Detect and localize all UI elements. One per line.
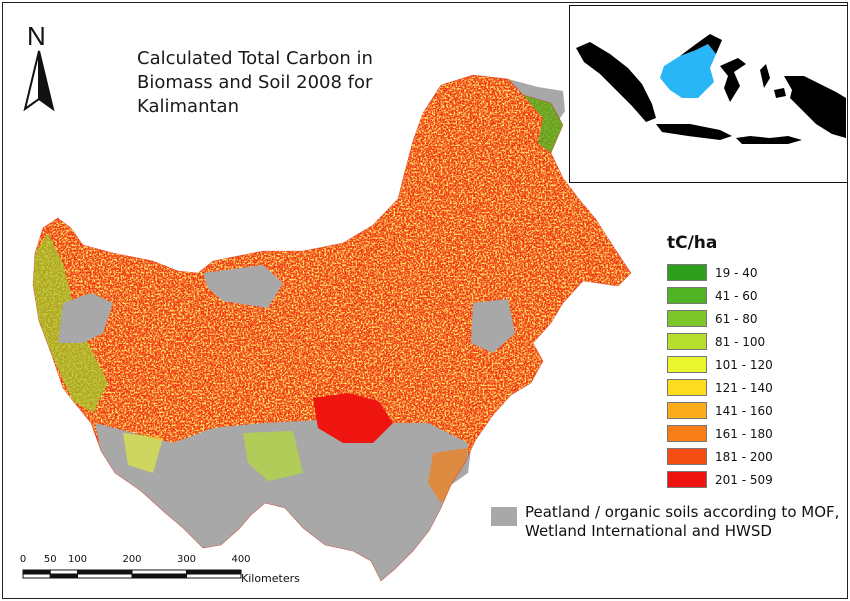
scale-segment (77, 573, 133, 579)
legend-label: 181 - 200 (715, 449, 773, 464)
scale-segment (186, 573, 242, 579)
map-title-line-2: Biomass and Soil 2008 for (137, 72, 373, 93)
island-outline (32, 74, 632, 582)
legend-items: 19 - 40 41 - 60 61 - 80 81 - 100 101 - 120 12… (667, 261, 807, 491)
north-arrow-icon (23, 50, 55, 112)
peatland-legend-line-1: Peatland / organic soils according to MO… (525, 503, 840, 521)
map-canvas (32, 74, 632, 582)
legend-item: 121 - 140 (667, 376, 807, 399)
scale-unit-label: Kilometers (241, 572, 300, 585)
legend-swatch (667, 448, 707, 465)
scale-segment (22, 569, 51, 575)
legend-label: 19 - 40 (715, 265, 758, 280)
inset-map-indonesia (569, 5, 847, 183)
legend-label: 41 - 60 (715, 288, 758, 303)
legend-swatch (667, 402, 707, 419)
legend-label: 121 - 140 (715, 380, 773, 395)
map-title-line-3: Kalimantan (137, 96, 239, 117)
map-title-line-1: Calculated Total Carbon in (137, 48, 373, 69)
legend-swatch (667, 333, 707, 350)
legend-label: 161 - 180 (715, 426, 773, 441)
inset-sulawesi (720, 58, 746, 102)
legend-item: 61 - 80 (667, 307, 807, 330)
scale-bar-graphic (22, 569, 242, 579)
legend-swatch (667, 356, 707, 373)
scale-segment (131, 569, 187, 575)
legend-swatch (667, 379, 707, 396)
legend-swatch (667, 471, 707, 488)
legend-item: 141 - 160 (667, 399, 807, 422)
map-title: Calculated Total Carbon in Biomass and S… (137, 47, 407, 119)
legend-label: 81 - 100 (715, 334, 766, 349)
scale-tick-label: 300 (176, 554, 197, 565)
scale-segment (77, 569, 133, 575)
legend-label: 141 - 160 (715, 403, 773, 418)
legend-item: 201 - 509 (667, 468, 807, 491)
scale-bar: 0 50 100 200 300 400 Kilometers (15, 554, 345, 590)
peatland-legend: Peatland / organic soils according to MO… (491, 503, 847, 541)
legend-item: 101 - 120 (667, 353, 807, 376)
inset-north-borneo (680, 34, 722, 56)
inset-nusa-tenggara (736, 136, 802, 144)
north-arrow: N (19, 21, 59, 113)
legend-label: 61 - 80 (715, 311, 758, 326)
inset-map-svg (576, 34, 846, 144)
legend-swatch (667, 264, 707, 281)
peatland-legend-text: Peatland / organic soils according to MO… (525, 503, 839, 541)
scale-tick-label: 0 (19, 554, 27, 565)
inset-kalimantan (660, 44, 716, 98)
legend-item: 41 - 60 (667, 284, 807, 307)
inset-maluku (760, 64, 786, 98)
scale-segment (49, 569, 78, 575)
peatland-swatch (491, 507, 517, 526)
scale-segment (131, 573, 187, 579)
scale-tick-label: 50 (43, 554, 57, 565)
legend-swatch (667, 287, 707, 304)
scale-tick-label: 100 (67, 554, 88, 565)
legend-title: tC/ha (667, 233, 718, 253)
scale-tick-label: 400 (231, 554, 251, 565)
peatland-legend-line-2: Wetland International and HWSD (525, 522, 772, 540)
inset-java (656, 124, 732, 140)
legend-item: 161 - 180 (667, 422, 807, 445)
legend-label: 201 - 509 (715, 472, 773, 487)
legend-item: 19 - 40 (667, 261, 807, 284)
legend-label: 101 - 120 (715, 357, 773, 372)
legend: tC/ha 19 - 40 41 - 60 61 - 80 81 - 100 101 -… (667, 233, 807, 491)
north-label: N (27, 21, 46, 51)
scale-segment (186, 569, 242, 575)
inset-papua (784, 76, 846, 138)
scale-tick-label: 200 (122, 554, 142, 565)
legend-item: 181 - 200 (667, 445, 807, 468)
legend-swatch (667, 425, 707, 442)
scale-segment (49, 573, 78, 579)
legend-item: 81 - 100 (667, 330, 807, 353)
inset-sumatra (576, 42, 656, 122)
scale-segment (22, 573, 51, 579)
legend-swatch (667, 310, 707, 327)
